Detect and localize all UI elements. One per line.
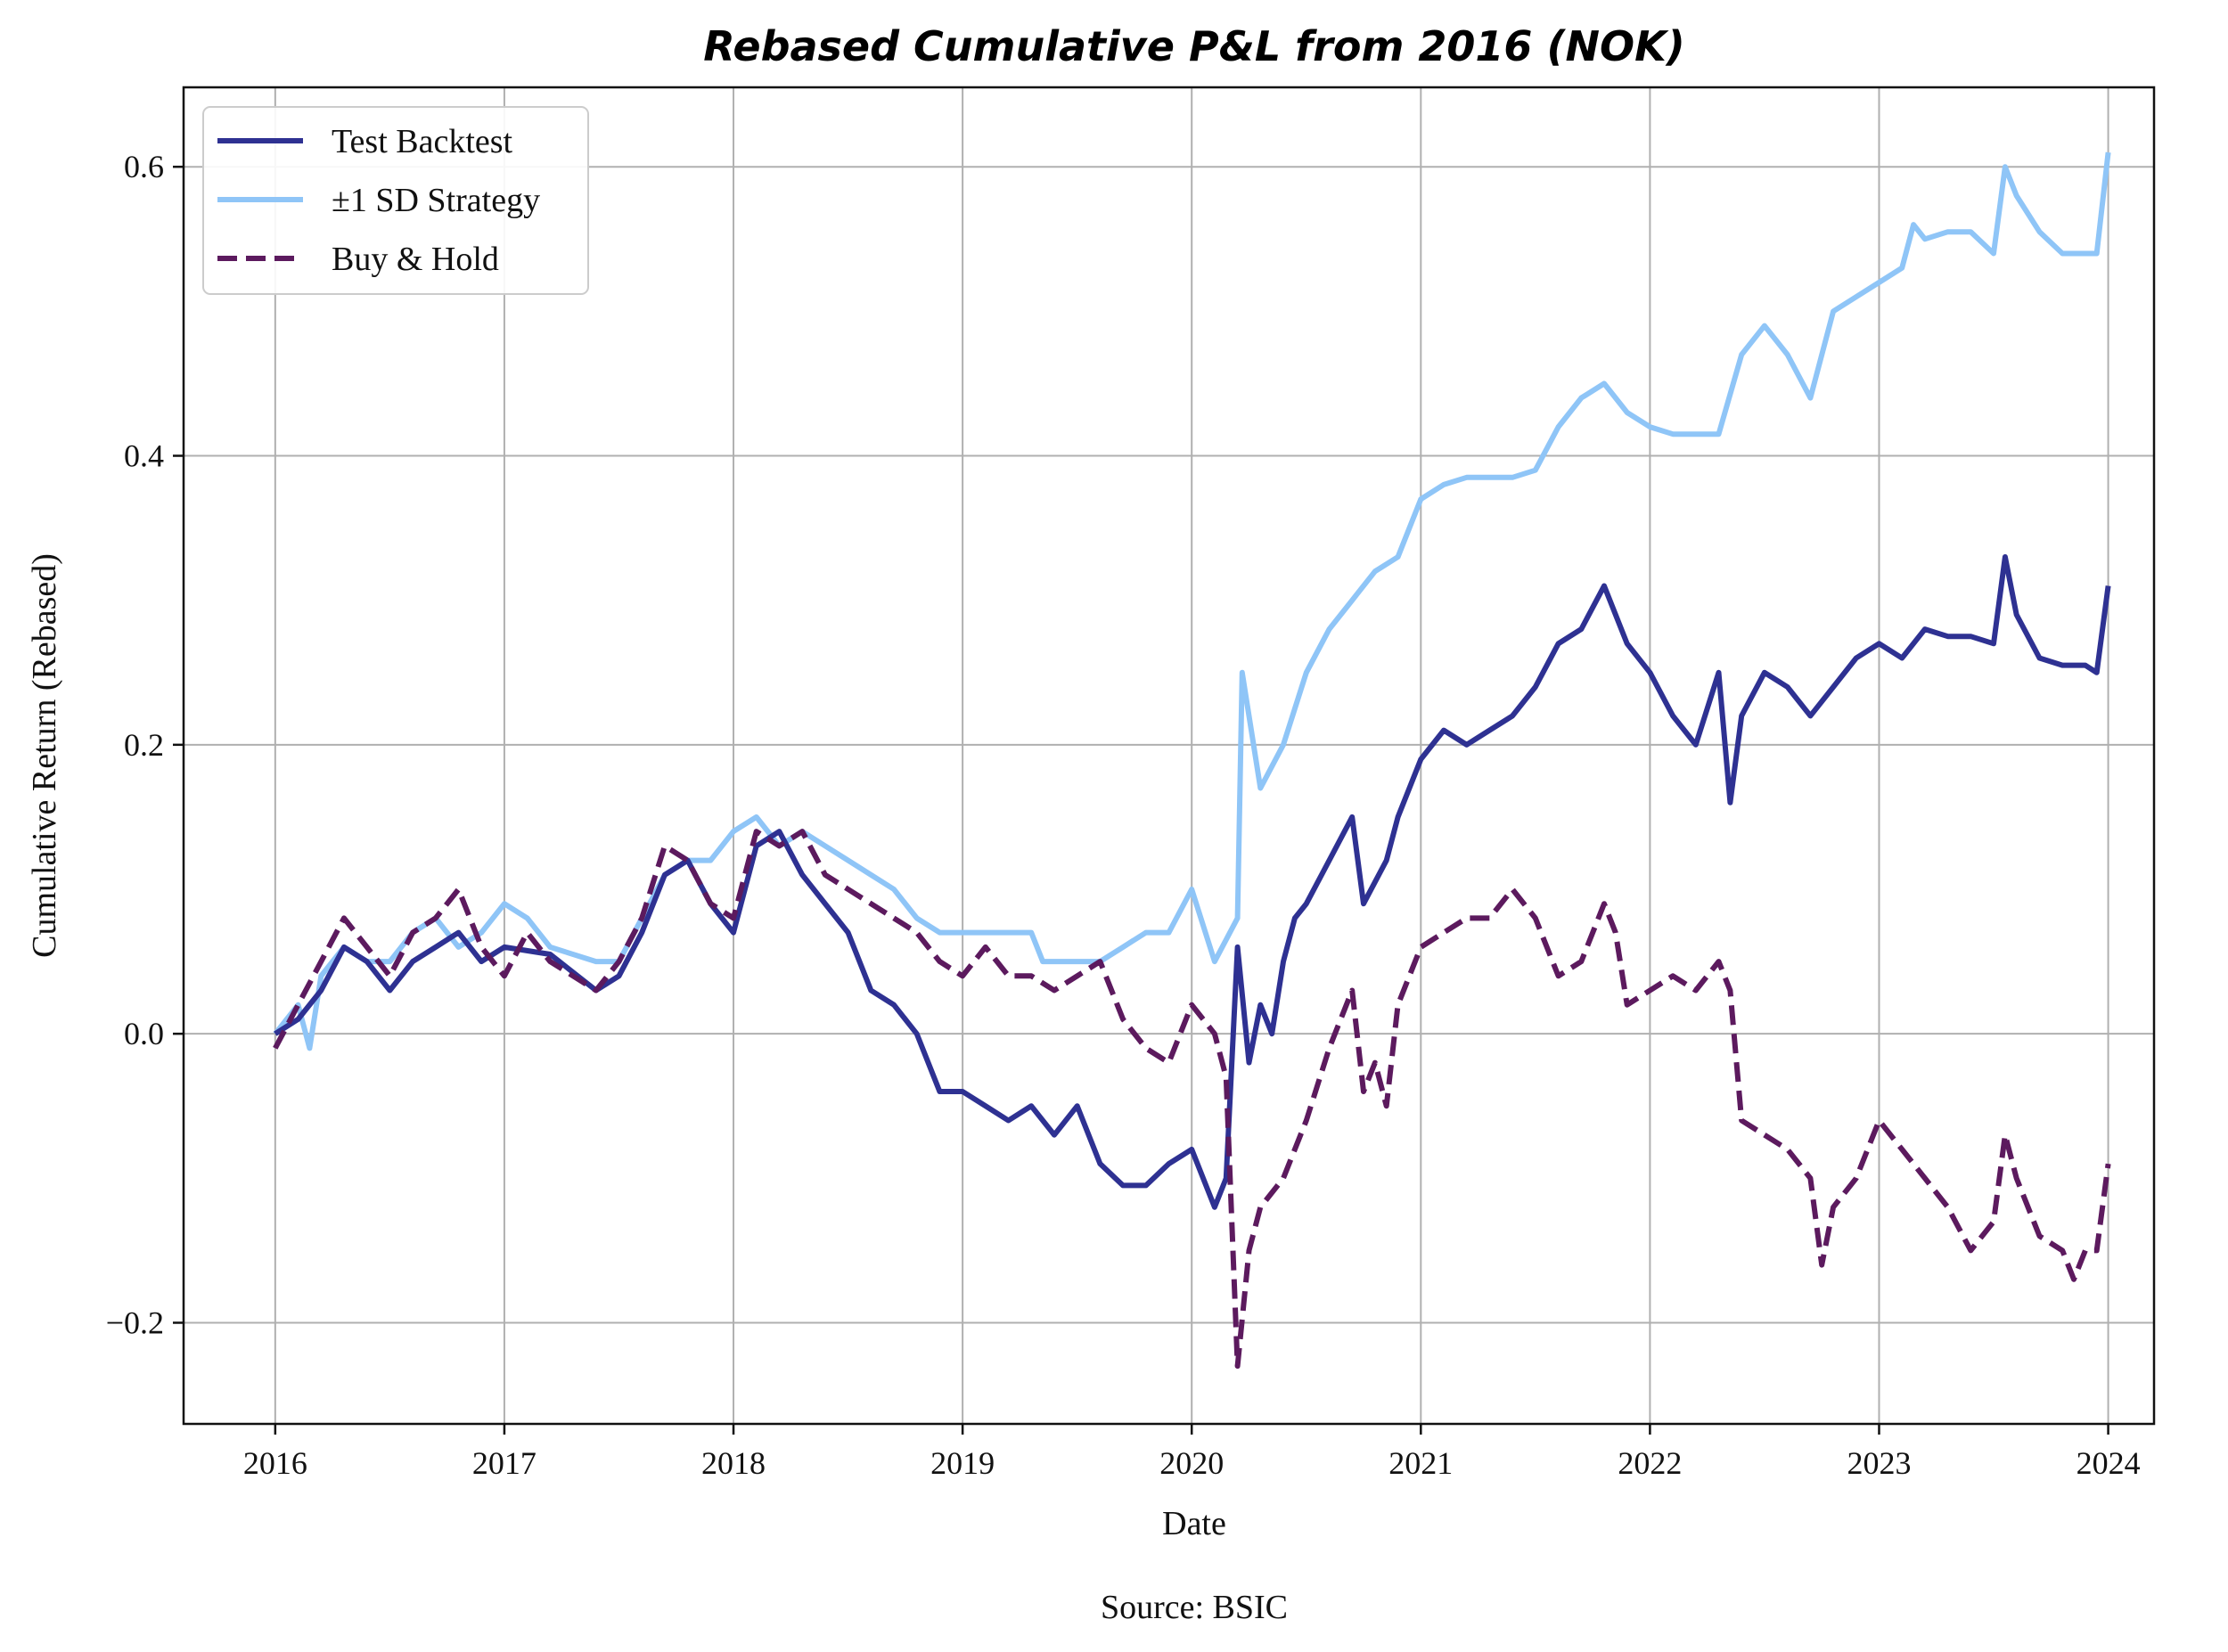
y-tick-label: 0.4	[124, 438, 164, 474]
x-tick-label: 2021	[1388, 1445, 1453, 1481]
series-line-buy-hold	[273, 829, 2111, 1370]
x-tick-label: 2022	[1618, 1445, 1682, 1481]
x-tick-label: 2019	[930, 1445, 995, 1481]
series-line-test-backtest	[274, 554, 2111, 1210]
x-axis-label: Date	[1162, 1505, 1226, 1542]
series-line-1-sd-strategy	[273, 151, 2111, 1051]
x-tick-label: 2016	[243, 1445, 307, 1481]
y-axis-ticks: −0.2 0.0 0.2 0.4 0.6	[106, 149, 184, 1340]
y-axis-label: Cumulative Return (Rebased)	[26, 553, 63, 958]
x-tick-label: 2018	[701, 1445, 766, 1481]
y-tick-label: 0.2	[124, 727, 164, 763]
legend-box	[202, 106, 589, 295]
x-tick-label: 2020	[1159, 1445, 1224, 1481]
plot-frame	[182, 86, 2156, 1426]
legend-label: Test Backtest	[332, 123, 513, 160]
source-caption: Source: BSIC	[1101, 1589, 1288, 1626]
series-lines	[273, 151, 2111, 1370]
legend-label: Buy & Hold	[332, 241, 499, 278]
x-axis-ticks: 2016 2017 2018 2019 2020 2021 2022 2023 2024	[243, 1424, 2141, 1481]
x-tick-label: 2023	[1847, 1445, 1911, 1481]
legend: Test Backtest ±1 SD Strategy Buy & Hold	[202, 106, 589, 295]
legend-label: ±1 SD Strategy	[332, 182, 540, 219]
y-tick-label: 0.6	[124, 149, 164, 184]
y-tick-label: 0.0	[124, 1016, 164, 1051]
x-tick-label: 2017	[472, 1445, 537, 1481]
chart-title: Rebased Cumulative P&L from 2016 (NOK)	[703, 22, 1685, 70]
x-tick-label: 2024	[2076, 1445, 2141, 1481]
y-tick-label: −0.2	[106, 1304, 164, 1340]
